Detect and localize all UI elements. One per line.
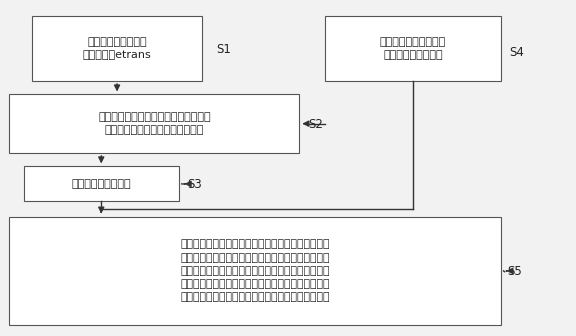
Bar	[9, 216, 501, 325]
Text: S3: S3	[187, 177, 202, 191]
Bar	[32, 16, 202, 81]
Bar	[24, 166, 179, 202]
Text: 对错误激励进行解析: 对错误激励进行解析	[71, 179, 131, 189]
Text: 接收操作指令并将操作
指令发送至模拟模型: 接收操作指令并将操作 指令发送至模拟模型	[380, 37, 446, 60]
Text: 根据错误激励包依次发送错误激励，并
发送错误信息更新使能至模拟模型: 根据错误激励包依次发送错误激励，并 发送错误信息更新使能至模拟模型	[98, 112, 211, 135]
Text: S1: S1	[216, 43, 231, 56]
Bar	[9, 94, 300, 153]
Text: S5: S5	[507, 265, 522, 278]
Bar	[325, 16, 501, 81]
Text: 编写错误类型，得到
错误激励包etrans: 编写错误类型，得到 错误激励包etrans	[83, 37, 151, 60]
Text: S2: S2	[308, 118, 323, 131]
Text: 在模拟模型根据操作指令对应的存储单元执行相应操
作时，根据分析后的错误激励判断模拟模型中执行相
应操作的存储单元是否为错误激励中标记的错误存储
单元，是则返回一: 在模拟模型根据操作指令对应的存储单元执行相应操 作时，根据分析后的错误激励判断模…	[180, 240, 329, 302]
Text: S4: S4	[509, 46, 524, 59]
